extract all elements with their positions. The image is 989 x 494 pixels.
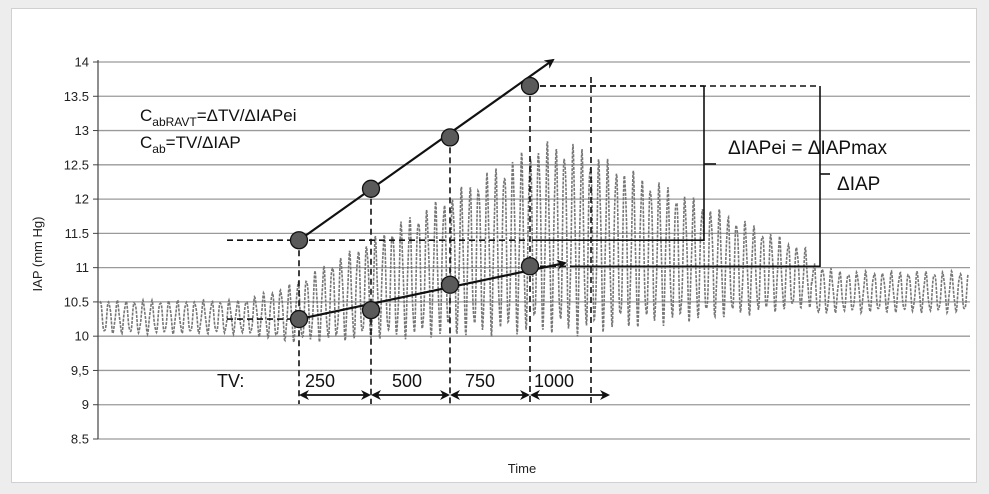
upper-series-point	[440, 128, 460, 147]
upper-series-point	[289, 231, 309, 250]
y-tick-label: 10.5	[64, 294, 89, 309]
upper-series-line	[298, 58, 555, 242]
figure-frame: 8.5 9 9,5 10 10.5 11 11.5 12 12.5 13 13.5 14 CabRAV…	[11, 8, 977, 483]
x-axis-title: Time	[508, 461, 536, 476]
delta-iap-label: ΔIAP	[837, 174, 880, 195]
annotations: CabRAVT=ΔTV/ΔIAPei Cab=TV/ΔIAP ΔIAPei = …	[140, 106, 887, 391]
y-tick-label: 9,5	[71, 363, 89, 378]
formula-2-sub: ab	[152, 142, 166, 156]
y-tick-label: 12.5	[64, 157, 89, 172]
formula-1: CabRAVT=ΔTV/ΔIAPei	[140, 106, 296, 129]
tv-value-250: 250	[305, 371, 335, 391]
lower-series-point	[361, 300, 381, 320]
delta-iapei-label: ΔIAPei = ΔIAPmax	[728, 138, 887, 159]
lower-series-line	[298, 259, 567, 321]
tv-value-750: 750	[465, 371, 495, 391]
y-tick-label: 11	[76, 260, 90, 275]
y-tick-label: 12	[75, 192, 89, 207]
formula-2-rest: =TV/ΔIAP	[166, 133, 241, 152]
y-tick-label: 10	[75, 329, 89, 344]
y-tick-label: 11.5	[65, 226, 89, 241]
formula-2-main: C	[140, 133, 152, 152]
bracket-iap	[572, 85, 821, 268]
y-tick-label: 14	[75, 55, 89, 70]
series	[289, 58, 567, 329]
formula-2: Cab=TV/ΔIAP	[140, 133, 241, 156]
y-tick-label: 13.5	[64, 89, 89, 104]
tv-value-1000: 1000	[534, 371, 574, 391]
formula-1-main: C	[140, 106, 152, 125]
y-tick-label: 9	[82, 397, 89, 412]
y-tick-label: 13	[75, 123, 89, 138]
y-axis-title: IAP (mm Hg)	[30, 217, 45, 292]
lower-series-point	[289, 309, 309, 329]
formula-1-sub: abRAVT	[152, 115, 197, 129]
y-tick-label: 8.5	[71, 432, 89, 447]
guide-lines	[227, 77, 830, 404]
upper-series-point	[520, 76, 540, 96]
lower-series-point	[440, 275, 460, 294]
signal-trace	[99, 141, 969, 345]
formula-1-rest: =ΔTV/ΔIAPei	[197, 106, 297, 125]
axes: 8.5 9 9,5 10 10.5 11 11.5 12 12.5 13 13.5 14	[64, 55, 99, 447]
tv-label: TV:	[217, 371, 244, 391]
bracket-iapei	[532, 85, 705, 242]
lower-series-point	[520, 257, 540, 276]
tv-value-500: 500	[392, 371, 422, 391]
chart: 8.5 9 9,5 10 10.5 11 11.5 12 12.5 13 13.5 14 CabRAV…	[30, 55, 970, 476]
pressure-signal	[99, 141, 969, 345]
upper-series-point	[361, 179, 381, 198]
